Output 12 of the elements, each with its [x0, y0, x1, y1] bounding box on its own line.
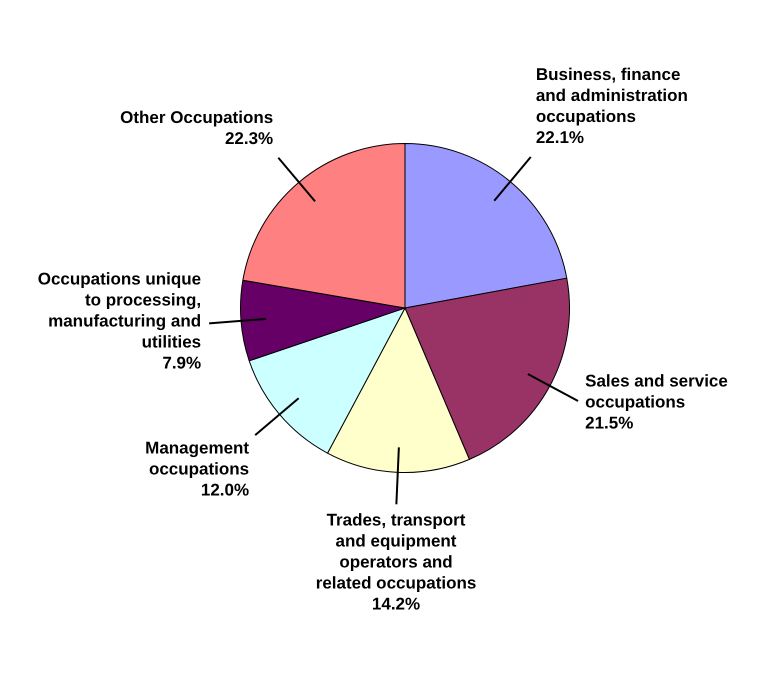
data-label: 22.3% — [224, 128, 274, 148]
slice-label: Occupations unique to processing, manufacturing and utilities — [38, 270, 202, 352]
data-label: 12.0% — [200, 480, 250, 500]
data-label: 7.9% — [162, 354, 202, 373]
slice-label: Sales and service occupations — [585, 372, 728, 412]
slice-label: Trades, transport and equipment operators and related occupations — [316, 510, 476, 592]
slice-label: Business, finance and administration occupations — [536, 65, 688, 126]
slice-label: Management occupations — [145, 438, 250, 479]
slice-label: Other Occupations — [120, 108, 274, 127]
data-label: 21.5% — [585, 414, 634, 433]
data-label: 22.1% — [536, 128, 584, 148]
data-label: 14.2% — [372, 594, 420, 614]
